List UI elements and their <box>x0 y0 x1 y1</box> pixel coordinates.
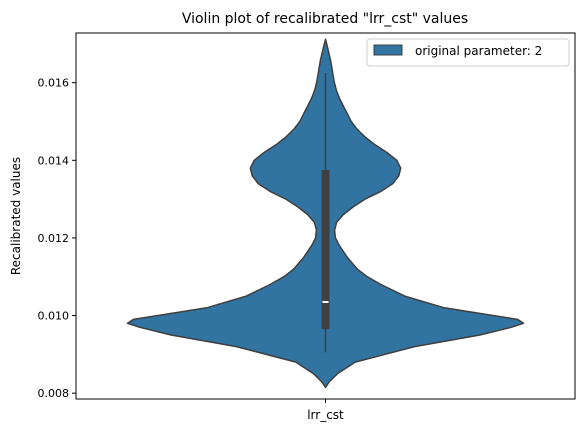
legend-label: original parameter: 2 <box>415 44 542 58</box>
iqr-box <box>321 170 330 330</box>
x-axis-ticks: lrr_cst <box>307 399 344 422</box>
y-axis-label: Recalibrated values <box>9 157 23 275</box>
legend-box <box>366 38 570 67</box>
legend-swatch <box>373 44 403 56</box>
median-marker <box>322 300 329 303</box>
legend: original parameter: 2 <box>366 38 570 67</box>
y-tick-label: 0.016 <box>38 77 70 90</box>
y-axis-ticks: 0.008 0.010 0.012 0.014 0.016 <box>38 77 76 400</box>
chart-title: Violin plot of recalibrated "lrr_cst" va… <box>182 11 468 27</box>
y-tick-label: 0.010 <box>38 310 70 323</box>
plot-area <box>126 38 525 389</box>
x-tick-label: lrr_cst <box>307 408 344 422</box>
y-tick-label: 0.012 <box>38 232 70 245</box>
y-tick-label: 0.008 <box>38 387 70 400</box>
y-tick-label: 0.014 <box>38 154 70 167</box>
